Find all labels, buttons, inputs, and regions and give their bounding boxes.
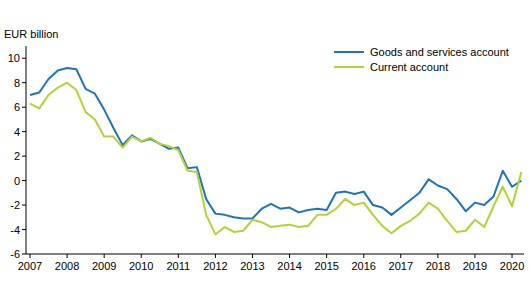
y-tick: [22, 254, 26, 255]
y-tick: [22, 107, 26, 108]
x-tick: [512, 254, 513, 258]
y-tick: [22, 205, 26, 206]
x-tick-label: 2009: [92, 260, 116, 272]
x-tick-label: 2020: [500, 260, 524, 272]
legend-label: Goods and services account: [370, 46, 509, 58]
plot-area: [30, 68, 521, 234]
x-tick-label: 2018: [426, 260, 450, 272]
y-tick: [22, 229, 26, 230]
x-tick-label: 2008: [55, 260, 79, 272]
x-tick: [30, 254, 31, 258]
x-tick: [289, 254, 290, 258]
x-tick-label: 2013: [240, 260, 264, 272]
x-tick: [363, 254, 364, 258]
legend-swatch: [334, 66, 364, 68]
x-tick: [326, 254, 327, 258]
x-tick-label: 2016: [351, 260, 375, 272]
x-tick-label: 2011: [166, 260, 190, 272]
y-axis-label: EUR billion: [4, 28, 58, 40]
y-tick-label: 8: [14, 77, 20, 89]
y-tick-label: -2: [10, 199, 20, 211]
y-tick-label: 10: [8, 52, 20, 64]
x-tick: [104, 254, 105, 258]
x-tick-label: 2015: [314, 260, 338, 272]
x-axis-line: [26, 254, 524, 255]
x-tick: [252, 254, 253, 258]
y-tick-label: -4: [10, 224, 20, 236]
x-tick-label: 2010: [129, 260, 153, 272]
y-tick-label: 4: [14, 126, 20, 138]
x-tick: [400, 254, 401, 258]
series-line: [30, 68, 521, 219]
x-tick-label: 2007: [18, 260, 42, 272]
y-axis-line: [26, 46, 27, 254]
x-tick: [215, 254, 216, 258]
y-tick-label: 6: [14, 101, 20, 113]
y-tick-label: -6: [10, 248, 20, 260]
x-tick-label: 2014: [277, 260, 301, 272]
series-line: [30, 83, 521, 235]
x-tick-label: 2017: [389, 260, 413, 272]
x-tick: [437, 254, 438, 258]
x-tick: [67, 254, 68, 258]
x-tick: [178, 254, 179, 258]
x-tick-label: 2019: [463, 260, 487, 272]
legend-swatch: [334, 51, 364, 53]
y-tick: [22, 82, 26, 83]
x-tick: [141, 254, 142, 258]
y-tick-label: 2: [14, 150, 20, 162]
x-tick-label: 2012: [203, 260, 227, 272]
y-tick-label: 0: [14, 175, 20, 187]
y-tick: [22, 180, 26, 181]
chart: EUR billion -6 -4 -2 0 2 4 6 8 10 2007 2008 2009 2010…: [0, 0, 529, 302]
y-tick: [22, 156, 26, 157]
y-tick: [22, 131, 26, 132]
y-tick: [22, 58, 26, 59]
x-tick: [474, 254, 475, 258]
legend: Goods and services account Current accoun…: [334, 46, 509, 73]
legend-label: Current account: [370, 61, 448, 73]
